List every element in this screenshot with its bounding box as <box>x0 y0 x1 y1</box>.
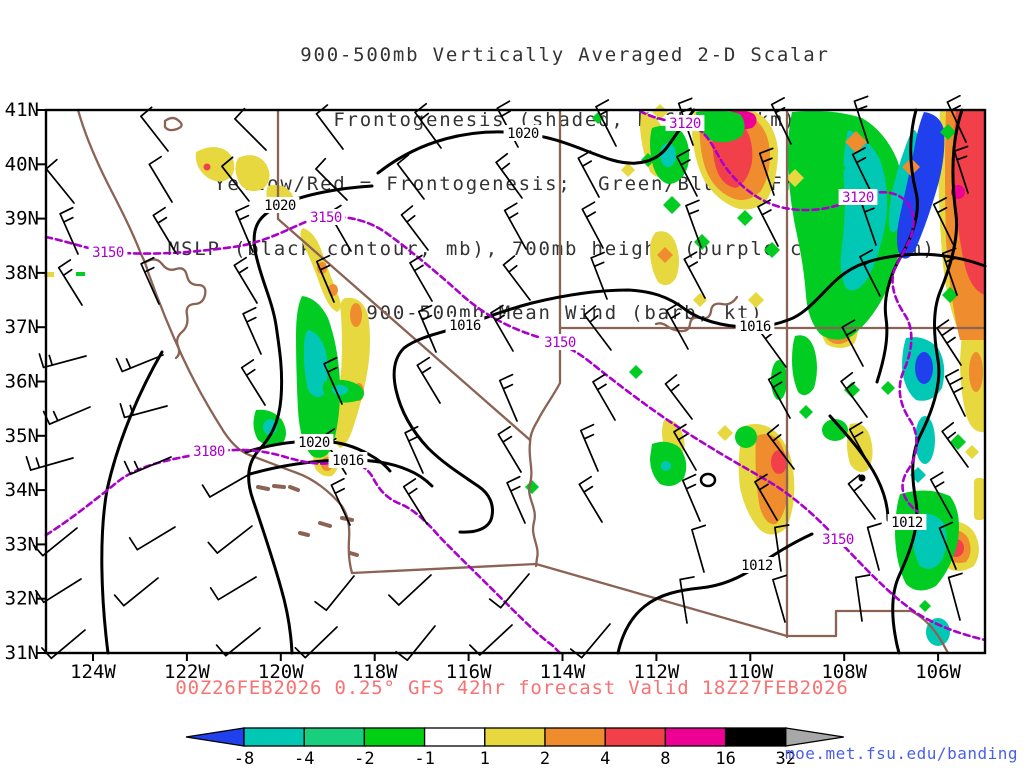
svg-text:108W: 108W <box>821 661 867 683</box>
site-link[interactable]: moe.met.fsu.edu/banding <box>784 744 1018 763</box>
svg-text:124W: 124W <box>70 661 116 683</box>
svg-text:1016: 1016 <box>449 318 481 334</box>
svg-text:34N: 34N <box>5 479 39 501</box>
small-shading-patches <box>525 104 979 612</box>
nevada-utah-border <box>528 108 562 568</box>
svg-text:8: 8 <box>660 749 670 768</box>
svg-text:16: 16 <box>715 749 735 768</box>
svg-text:37N: 37N <box>5 316 39 338</box>
frontogenesis-shading-layer <box>44 104 985 646</box>
svg-text:114W: 114W <box>540 661 586 683</box>
mslp-contours-layer <box>100 108 987 655</box>
svg-text:1020: 1020 <box>298 435 330 451</box>
svg-text:1020: 1020 <box>264 198 296 214</box>
svg-text:3120: 3120 <box>842 190 874 206</box>
svg-text:3150: 3150 <box>544 335 576 351</box>
svg-text:1020: 1020 <box>507 126 539 142</box>
blue-frontolysis-band <box>897 112 945 259</box>
svg-text:-2: -2 <box>354 749 374 768</box>
title-line: 900-500mb Vertically Averaged 2-D Scalar <box>300 44 830 66</box>
svg-text:118W: 118W <box>352 661 398 683</box>
svg-text:122W: 122W <box>164 661 210 683</box>
svg-text:112W: 112W <box>634 661 680 683</box>
svg-text:35N: 35N <box>5 425 39 447</box>
latitude-axis: 41N 40N 39N 38N 37N 36N 35N 34N 33N 32N 31N <box>5 99 46 664</box>
mexico-border <box>350 562 950 655</box>
svg-text:33N: 33N <box>5 533 39 555</box>
svg-text:-8: -8 <box>234 749 254 768</box>
longitude-axis: 124W 122W 120W 118W 116W 114W 112W 110W 108W 106W <box>70 653 962 683</box>
svg-text:2: 2 <box>540 749 550 768</box>
svg-text:39N: 39N <box>5 208 39 230</box>
svg-text:110W: 110W <box>727 661 773 683</box>
svg-text:4: 4 <box>600 749 610 768</box>
svg-text:3150: 3150 <box>310 210 342 226</box>
svg-text:3150: 3150 <box>92 245 124 261</box>
california-coastline <box>76 108 354 575</box>
svg-text:38N: 38N <box>5 262 39 284</box>
channel-islands <box>256 484 359 557</box>
svg-text:-4: -4 <box>294 749 314 768</box>
wind-barbs-layer <box>25 94 969 662</box>
sierra-frontogenesis-band <box>334 297 370 448</box>
svg-text:36N: 36N <box>5 371 39 393</box>
san-juan-river <box>654 295 739 333</box>
svg-text:120W: 120W <box>258 661 304 683</box>
svg-text:116W: 116W <box>446 661 492 683</box>
california-nevada-border <box>276 108 532 442</box>
svg-text:31N: 31N <box>5 642 39 664</box>
svg-text:1016: 1016 <box>332 453 364 469</box>
svg-text:3120: 3120 <box>669 116 701 132</box>
svg-text:40N: 40N <box>5 153 39 175</box>
forecast-caption: 00Z26FEB2026 0.25° GFS 42hr forecast Val… <box>175 677 849 699</box>
colorbar: -8 -4 -2 -1 1 2 4 8 16 32 <box>185 727 844 768</box>
svg-text:41N: 41N <box>5 99 39 121</box>
svg-text:1012: 1012 <box>891 515 923 531</box>
svg-text:106W: 106W <box>915 661 961 683</box>
svg-text:32N: 32N <box>5 588 39 610</box>
svg-text:1016: 1016 <box>739 319 771 335</box>
svg-text:1: 1 <box>480 749 490 768</box>
svg-text:32: 32 <box>776 749 796 768</box>
sf-bay-delta <box>144 258 207 360</box>
svg-text:-1: -1 <box>414 749 434 768</box>
svg-text:1012: 1012 <box>741 558 773 574</box>
svg-text:3150: 3150 <box>822 532 854 548</box>
svg-text:3180: 3180 <box>193 444 225 460</box>
